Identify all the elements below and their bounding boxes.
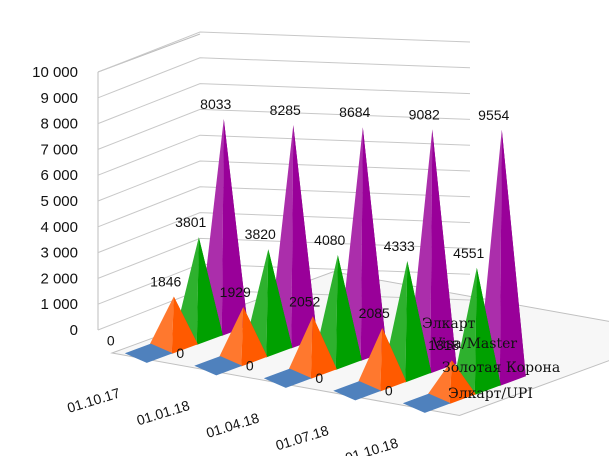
data-label-элкарт-upi: 0: [176, 345, 184, 361]
pyramid-right-face: [499, 129, 526, 386]
data-label-элкарт: 9082: [409, 106, 440, 122]
series-axis-label: Золотая Корона: [442, 360, 560, 376]
data-labels: 9554 9082 8684 8285 8033 4551 4333 4080 3820 3801…: [107, 96, 510, 398]
data-label-золотая-корона: 1318: [428, 337, 459, 353]
flat-tile: [194, 356, 243, 376]
x-tick-label: 01.01.18: [135, 397, 192, 428]
y-tick-label: 6 000: [40, 167, 78, 184]
pyramid-right-face: [196, 237, 223, 345]
pyramid-золотая-корона: [427, 360, 476, 404]
data-label-золотая-корона: 2085: [359, 305, 390, 321]
y-tick-label: 4 000: [40, 219, 78, 236]
flat-tile: [333, 381, 382, 401]
data-label-visa-master: 4551: [453, 245, 484, 261]
pyramid-right-face: [241, 307, 268, 367]
data-label-элкарт: 8285: [270, 102, 301, 118]
pyramid-left-face: [427, 360, 452, 404]
pyramid-left-face: [358, 328, 383, 392]
pyramid-элкарт-upi: [124, 343, 173, 363]
series-axis-label: Visa/Master: [431, 336, 517, 352]
pyramid-left-face: [219, 307, 244, 367]
pyramid-right-face: [360, 127, 387, 361]
y-tick-label: 0: [70, 322, 78, 339]
y-tick-label: 7 000: [40, 141, 78, 158]
pyramid-right-face: [405, 261, 432, 383]
data-label-элкарт-upi: 0: [246, 357, 254, 373]
y-tick-label: 3 000: [40, 245, 78, 262]
data-label-золотая-корона: 2052: [289, 293, 320, 309]
data-label-visa-master: 4080: [314, 232, 345, 248]
gridline: [97, 237, 471, 279]
gridline: [97, 134, 471, 176]
series-axis-label: Элкарт: [422, 316, 476, 332]
gridline: [97, 160, 471, 202]
pyramid-элкарт-upi: [402, 393, 451, 413]
pyramid-left-face: [288, 316, 313, 379]
pyramid-элкарт: [269, 125, 318, 349]
chart-marks: [124, 119, 526, 413]
pyramid-элкарт-upi: [333, 381, 382, 401]
data-label-элкарт-upi: 0: [107, 332, 115, 348]
flat-tile: [263, 368, 312, 388]
data-label-visa-master: 4333: [384, 238, 415, 254]
x-tick-label: 01.04.18: [204, 410, 261, 441]
pyramid-right-face: [430, 129, 457, 374]
data-label-золотая-корона: 1846: [150, 274, 181, 290]
pyramid-right-face: [171, 296, 198, 354]
pyramid-right-face: [221, 119, 248, 336]
pyramid-right-face: [380, 328, 407, 392]
pyramid-right-face: [310, 316, 337, 379]
pyramid-visa-master: [452, 267, 501, 395]
pyramid-right-face: [266, 249, 293, 358]
data-label-visa-master: 3801: [175, 214, 206, 230]
gridline: [97, 57, 471, 99]
data-label-элкарт: 9554: [478, 107, 509, 123]
data-label-элкарт: 8684: [339, 104, 370, 120]
y-tick-label: 9 000: [40, 90, 78, 107]
data-label-элкарт-upi: 0: [385, 382, 393, 398]
pyramid-left-face: [149, 296, 174, 354]
flat-tile: [124, 343, 173, 363]
pyramid-right-face: [474, 267, 501, 395]
x-tick-label: 01.07.18: [274, 422, 331, 453]
pyramid-золотая-корона: [358, 328, 407, 392]
gridline: [97, 186, 471, 228]
y-tick-label: 2 000: [40, 270, 78, 287]
gridline: [97, 31, 471, 73]
pyramid-золотая-корона: [288, 316, 337, 379]
y-axis-ticks: 0 1 000 2 000 3 000 4 000 5 000 6 000 7 000 8 00…: [32, 64, 78, 339]
gridline: [97, 108, 471, 150]
data-label-элкарт-upi: 0: [315, 370, 323, 386]
pyramid-элкарт-upi: [194, 356, 243, 376]
y-tick-label: 5 000: [40, 193, 78, 210]
data-label-элкарт: 8033: [200, 96, 231, 112]
flat-tile: [402, 393, 451, 413]
series-axis-labels: Элкарт/UPI Золотая Корона Visa/Master Элкар…: [422, 316, 560, 402]
x-tick-label: 01.10.18: [343, 435, 400, 456]
pyramid-right-face: [449, 360, 476, 404]
x-tick-label: 01.10.17: [65, 385, 122, 416]
y-tick-label: 1 000: [40, 296, 78, 313]
series-axis-label: Элкарт/UPI: [448, 386, 533, 402]
pyramid-right-face: [291, 125, 318, 349]
data-label-visa-master: 3820: [245, 226, 276, 242]
y-tick-label: 8 000: [40, 116, 78, 133]
y-tick-label: 10 000: [32, 64, 78, 81]
pyramid-элкарт-upi: [263, 368, 312, 388]
pyramid-золотая-корона: [149, 296, 198, 354]
gridline: [97, 212, 471, 254]
pyramid-right-face: [335, 255, 362, 370]
gridline: [97, 83, 471, 125]
pyramid-left-face: [452, 267, 477, 395]
pyramid-золотая-корона: [219, 307, 268, 367]
data-label-золотая-корона: 1929: [220, 284, 251, 300]
